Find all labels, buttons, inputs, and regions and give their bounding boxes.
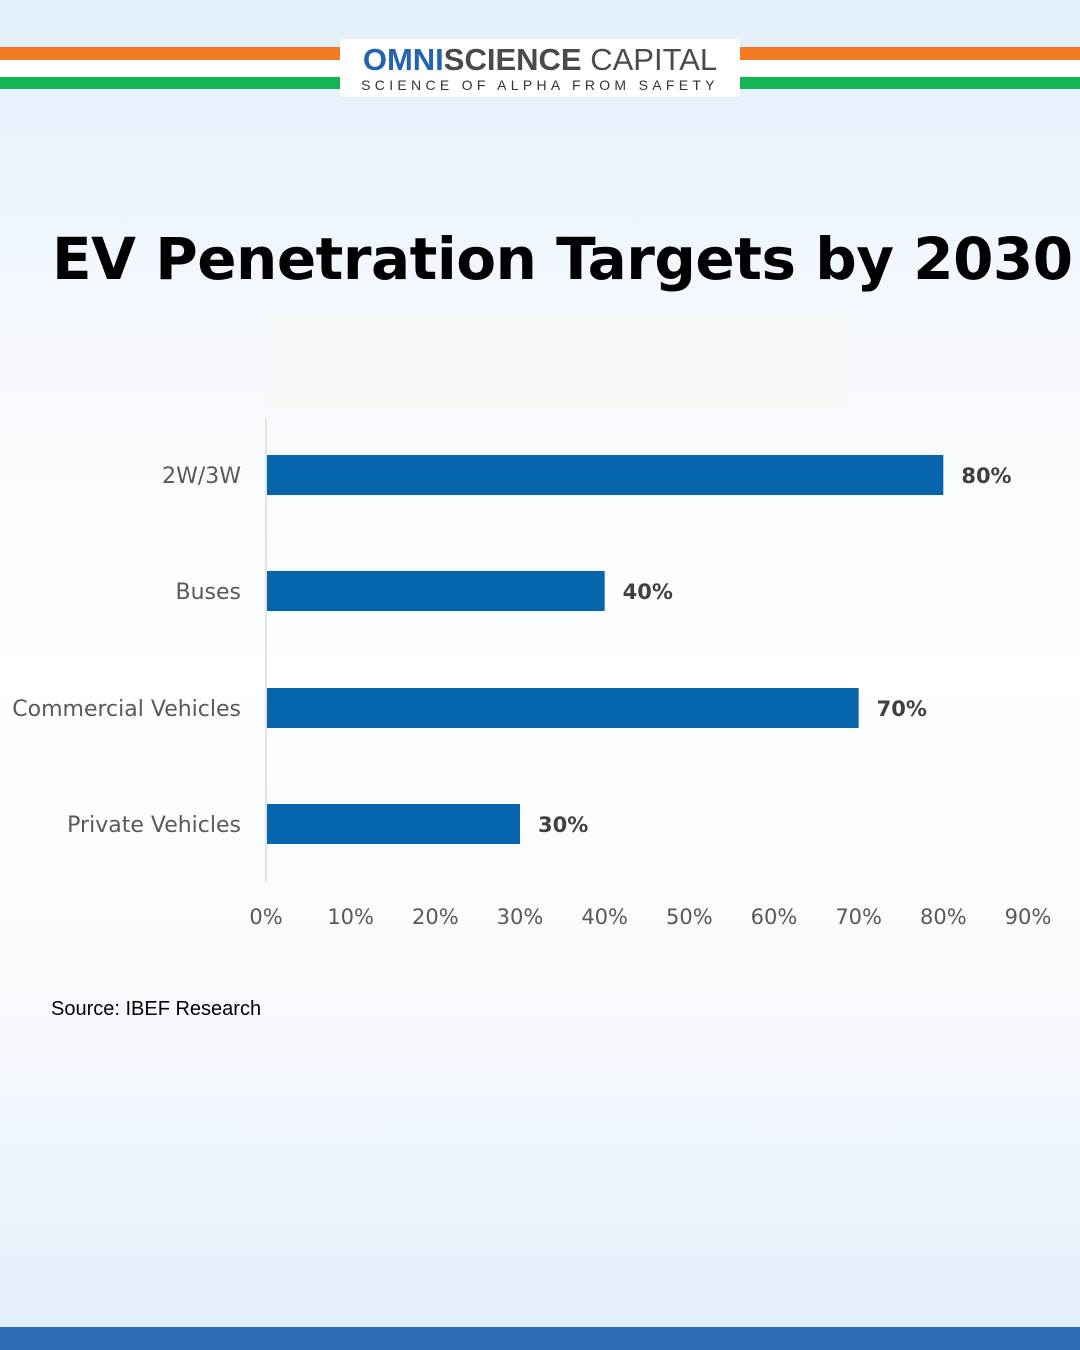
x-tick-label: 10%: [327, 905, 374, 929]
logo-science: SCIENCE: [443, 42, 582, 77]
x-tick-label: 70%: [835, 905, 882, 929]
data-label: 80%: [961, 464, 1011, 488]
logo-tagline: SCIENCE OF ALPHA FROM SAFETY: [361, 77, 719, 93]
category-label: Buses: [176, 580, 242, 605]
category-label: Private Vehicles: [67, 813, 241, 838]
logo-omni: OMNI: [362, 42, 444, 77]
x-tick-label: 30%: [497, 905, 544, 929]
x-tick-label: 90%: [1005, 905, 1052, 929]
bar-0: [267, 455, 944, 495]
x-tick-label: 40%: [581, 905, 628, 929]
chart-header-panel: [267, 314, 847, 409]
category-label: 2W/3W: [162, 464, 241, 489]
x-tick-label: 60%: [751, 905, 798, 929]
category-label: Commercial Vehicles: [12, 697, 241, 722]
x-tick-label: 0%: [249, 905, 282, 929]
logo-capital: CAPITAL: [581, 42, 718, 77]
footer-bar: [0, 1327, 1080, 1350]
bar-2: [267, 688, 859, 728]
brand-logo: OMNISCIENCE CAPITAL SCIENCE OF ALPHA FRO…: [340, 39, 740, 97]
data-label: 30%: [538, 813, 588, 837]
x-tick-label: 80%: [920, 905, 967, 929]
bar-1: [267, 571, 605, 611]
x-tick-label: 20%: [412, 905, 459, 929]
source-note: Source: IBEF Research: [51, 998, 262, 1020]
bar-3: [267, 804, 520, 844]
chart-title: EV Penetration Targets by 2030: [52, 225, 1073, 293]
data-label: 40%: [623, 580, 673, 604]
data-label: 70%: [877, 697, 927, 721]
x-tick-label: 50%: [666, 905, 713, 929]
